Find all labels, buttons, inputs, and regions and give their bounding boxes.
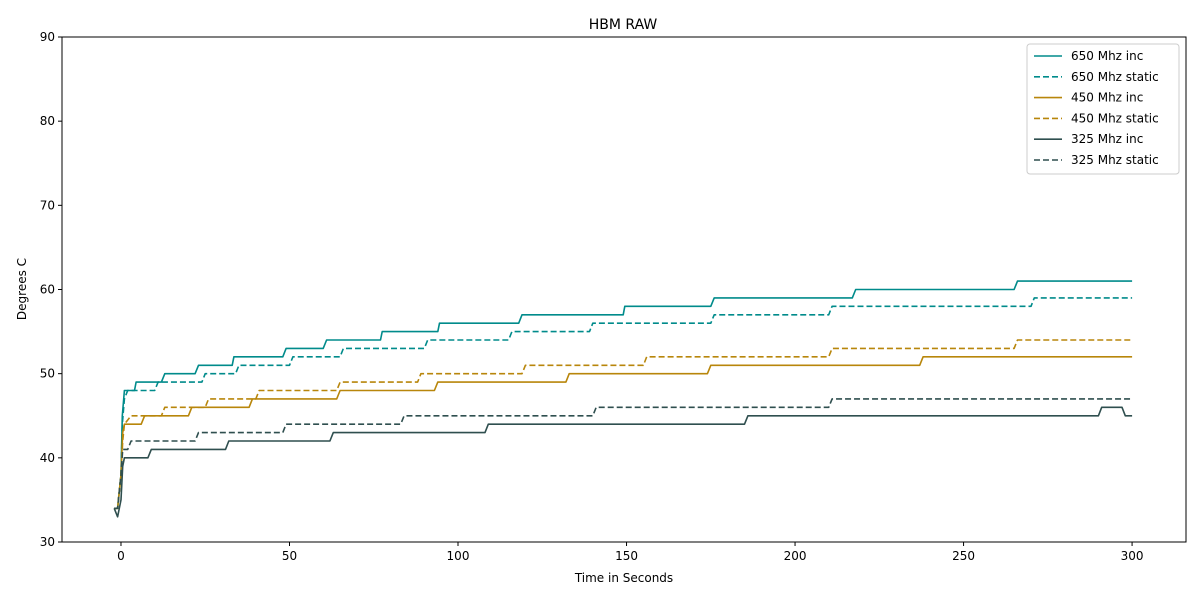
y-tick-label: 80: [40, 114, 55, 128]
x-tick-label: 0: [117, 549, 125, 563]
x-axis-title: Time in Seconds: [574, 571, 673, 585]
series-line-2: [114, 297, 1133, 510]
series-line-5: [113, 406, 1133, 518]
series-layer: [113, 280, 1133, 518]
legend-entry-label: 325 Mhz static: [1071, 153, 1159, 167]
plot-area-frame: [61, 36, 1187, 543]
legend-entry-label: 650 Mhz inc: [1071, 49, 1143, 63]
x-tick-label: 200: [784, 549, 807, 563]
y-axis-title: Degrees C: [15, 258, 29, 320]
series-line-6: [114, 398, 1133, 510]
y-axis-ticks: 30 40 50 60 70 80 90: [40, 30, 62, 549]
legend-entry-label: 325 Mhz inc: [1071, 132, 1143, 146]
legend-entry-label: 450 Mhz static: [1071, 111, 1159, 125]
chart-title: HBM RAW: [589, 17, 658, 33]
legend: 650 Mhz inc 650 Mhz static 450 Mhz inc 450 …: [1026, 43, 1180, 175]
y-tick-label: 40: [40, 451, 55, 465]
x-tick-label: 250: [952, 549, 975, 563]
y-tick-label: 60: [40, 283, 55, 297]
y-tick-label: 30: [40, 535, 55, 549]
x-tick-label: 300: [1121, 549, 1144, 563]
y-tick-label: 90: [40, 30, 55, 44]
x-tick-label: 150: [615, 549, 638, 563]
x-tick-label: 50: [282, 549, 297, 563]
series-line-1: [114, 280, 1133, 510]
y-tick-label: 50: [40, 367, 55, 381]
legend-entry-label: 450 Mhz inc: [1071, 91, 1143, 105]
legend-entry-label: 650 Mhz static: [1071, 70, 1159, 84]
legend-frame: [1026, 43, 1180, 175]
x-tick-label: 100: [447, 549, 470, 563]
x-axis-ticks: 0 50 100 150 200 250 300: [117, 542, 1144, 563]
y-tick-label: 70: [40, 198, 55, 212]
